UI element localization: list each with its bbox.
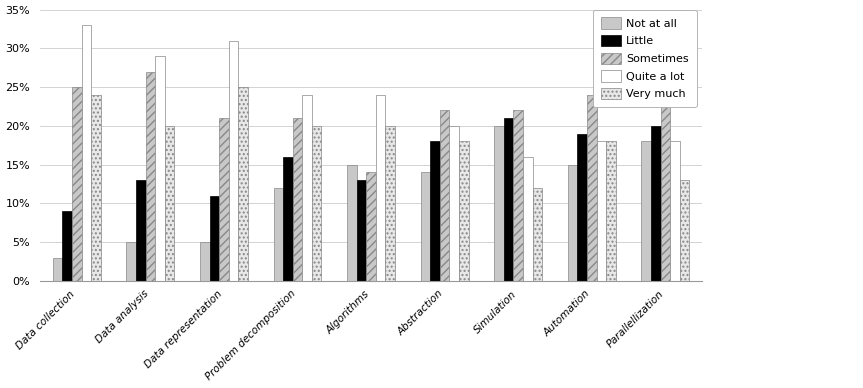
Bar xyxy=(680,180,690,281)
Bar xyxy=(165,126,174,281)
Bar xyxy=(587,95,596,281)
Bar xyxy=(136,180,146,281)
Bar xyxy=(606,141,615,281)
Bar xyxy=(155,56,165,281)
Bar xyxy=(146,72,155,281)
Bar xyxy=(91,95,101,281)
Bar xyxy=(660,103,670,281)
Bar xyxy=(219,118,229,281)
Bar xyxy=(577,133,587,281)
Legend: Not at all, Little, Sometimes, Quite a lot, Very much: Not at all, Little, Sometimes, Quite a l… xyxy=(593,10,696,107)
Bar xyxy=(651,126,660,281)
Bar xyxy=(568,165,577,281)
Bar xyxy=(504,118,513,281)
Bar xyxy=(127,242,136,281)
Bar xyxy=(210,196,219,281)
Bar xyxy=(62,211,72,281)
Bar xyxy=(238,87,248,281)
Bar xyxy=(302,95,312,281)
Bar xyxy=(53,258,62,281)
Bar xyxy=(440,111,450,281)
Bar xyxy=(229,41,238,281)
Bar xyxy=(421,172,431,281)
Bar xyxy=(494,126,504,281)
Bar xyxy=(532,188,542,281)
Bar xyxy=(641,141,651,281)
Bar xyxy=(347,165,356,281)
Bar xyxy=(459,141,469,281)
Bar xyxy=(274,188,283,281)
Bar xyxy=(283,157,293,281)
Bar xyxy=(513,111,523,281)
Bar xyxy=(450,126,459,281)
Bar xyxy=(386,126,395,281)
Bar xyxy=(366,172,376,281)
Bar xyxy=(431,141,440,281)
Bar xyxy=(312,126,321,281)
Bar xyxy=(523,157,532,281)
Bar xyxy=(356,180,366,281)
Bar xyxy=(293,118,302,281)
Bar xyxy=(82,25,91,281)
Bar xyxy=(596,141,606,281)
Bar xyxy=(670,141,680,281)
Bar xyxy=(376,95,386,281)
Bar xyxy=(200,242,210,281)
Bar xyxy=(72,87,82,281)
